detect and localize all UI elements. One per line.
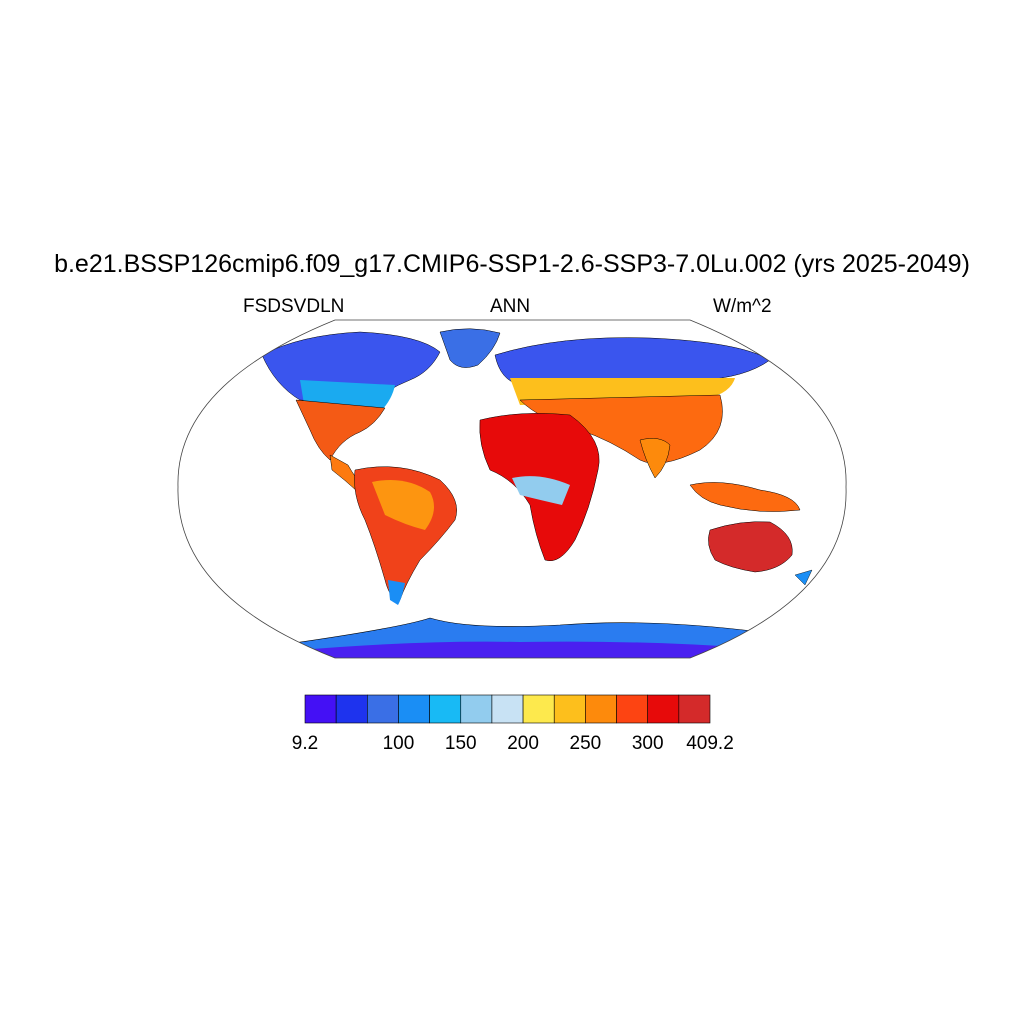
variable-label: FSDSVDLN	[243, 296, 345, 317]
colorbar-swatch	[460, 694, 493, 724]
colorbar-tick-label: 300	[631, 733, 664, 754]
south-america-tip	[388, 580, 405, 605]
season-label: ANN	[490, 296, 531, 317]
colorbar-swatch	[335, 694, 368, 724]
units-label: W/m^2	[713, 296, 772, 317]
colorbar-tick-label: 9.2	[291, 733, 319, 754]
eurasia-north	[494, 337, 771, 386]
colorbar-swatch	[429, 694, 462, 724]
colorbar-swatch	[585, 694, 617, 724]
colorbar	[304, 694, 711, 724]
colorbar-swatch	[553, 694, 586, 724]
colorbar-swatch	[522, 694, 555, 724]
north-america-warm	[295, 399, 386, 461]
land-masses	[259, 328, 813, 658]
colorbar-swatch	[616, 694, 648, 724]
colorbar-swatch	[491, 694, 524, 724]
antarctica-coast	[280, 641, 760, 658]
australia	[708, 521, 793, 573]
colorbar-tick-label: 250	[569, 733, 602, 754]
africa-central	[512, 476, 570, 505]
south-america-core	[372, 479, 434, 530]
se-asia-islands	[689, 482, 801, 512]
plot-title: b.e21.BSSP126cmip6.f09_g17.CMIP6-SSP1-2.…	[54, 250, 970, 278]
colorbar-swatch	[398, 694, 430, 724]
colorbar-swatch	[367, 694, 399, 724]
colorbar-swatch	[647, 694, 680, 724]
colorbar-tick-label: 409.2	[686, 733, 734, 754]
colorbar-tick-label: 200	[507, 733, 539, 754]
colorbar-tick-label: 100	[382, 733, 415, 754]
greenland	[439, 328, 501, 368]
india	[639, 438, 671, 479]
colorbar-tick-label: 150	[444, 733, 477, 754]
colorbar-swatch	[304, 694, 337, 724]
map-frame	[177, 319, 847, 659]
colorbar-swatch	[678, 694, 711, 724]
new-zealand	[794, 569, 813, 586]
